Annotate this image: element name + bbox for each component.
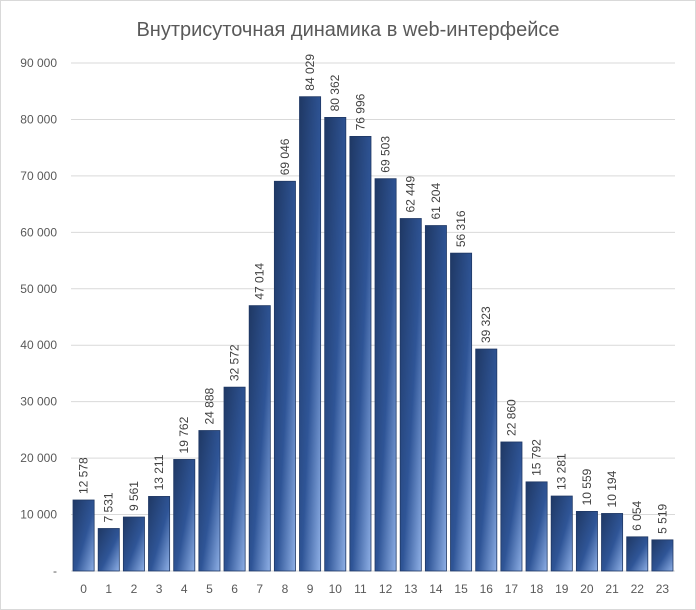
data-label: 10 194 xyxy=(605,470,619,507)
x-tick-label: 8 xyxy=(282,582,289,596)
x-tick-label: 13 xyxy=(404,582,418,596)
y-tick-label: 10 000 xyxy=(20,508,57,522)
bar xyxy=(72,499,95,572)
x-tick-label: 11 xyxy=(354,582,367,596)
data-labels: 12 578 7 531 9 561 13 211 19 762 24 888 32 572… xyxy=(77,54,670,534)
x-tick-label: 22 xyxy=(631,582,645,596)
data-label: 13 211 xyxy=(152,454,166,490)
data-label: 76 996 xyxy=(353,93,367,130)
y-tick-label: 40 000 xyxy=(20,338,57,352)
bar xyxy=(399,218,422,572)
data-label: 19 762 xyxy=(177,416,191,453)
bar xyxy=(324,117,347,572)
gridlines xyxy=(71,62,675,572)
bar xyxy=(299,96,322,572)
x-tick-label: 16 xyxy=(480,582,494,596)
data-label: 10 559 xyxy=(580,468,594,505)
x-tick-label: 0 xyxy=(80,582,87,596)
data-label: 69 046 xyxy=(278,138,292,175)
x-tick-label: 9 xyxy=(307,582,314,596)
x-tick-label: 6 xyxy=(231,582,238,596)
bar xyxy=(374,178,397,572)
x-tick-label: 19 xyxy=(555,582,569,596)
data-label: 5 519 xyxy=(655,503,669,533)
x-tick-label: 5 xyxy=(206,582,213,596)
bar xyxy=(223,386,246,572)
x-tick-label: 20 xyxy=(580,582,594,596)
y-tick-label: - xyxy=(53,564,57,578)
data-label: 69 503 xyxy=(379,136,393,173)
x-tick-label: 18 xyxy=(530,582,544,596)
data-label: 61 204 xyxy=(429,183,443,220)
x-tick-label: 12 xyxy=(379,582,393,596)
data-label: 9 561 xyxy=(127,481,141,511)
bar xyxy=(601,513,624,572)
x-tick-label: 2 xyxy=(131,582,138,596)
y-tick-label: 20 000 xyxy=(20,451,57,465)
y-tick-label: 50 000 xyxy=(20,282,57,296)
bar xyxy=(525,481,548,572)
bar xyxy=(97,528,120,572)
x-axis: 0 1 2 3 4 5 6 7 8 9 10 11 12 13 14 15 16 17 18 19 20 21 22 23 xyxy=(80,582,669,596)
bar xyxy=(122,516,145,572)
data-label: 6 054 xyxy=(630,500,644,530)
data-label: 7 531 xyxy=(102,492,116,522)
x-tick-label: 4 xyxy=(181,582,188,596)
bar xyxy=(626,536,649,572)
data-label: 47 014 xyxy=(253,263,267,300)
bar xyxy=(248,305,271,572)
bar xyxy=(349,135,372,572)
bar xyxy=(500,441,523,572)
y-tick-label: 60 000 xyxy=(20,225,57,239)
bar xyxy=(273,180,296,572)
data-label: 56 316 xyxy=(454,210,468,247)
data-label: 32 572 xyxy=(228,344,242,381)
data-label: 24 888 xyxy=(202,387,216,424)
x-tick-label: 3 xyxy=(156,582,163,596)
y-tick-label: 80 000 xyxy=(20,112,57,126)
x-tick-label: 10 xyxy=(329,582,343,596)
data-label: 84 029 xyxy=(303,54,317,91)
bar xyxy=(424,225,447,572)
y-axis: - 10 000 20 000 30 000 40 000 50 000 60 000 70 … xyxy=(20,56,57,578)
data-label: 12 578 xyxy=(77,457,91,494)
bar xyxy=(651,539,674,572)
bar xyxy=(475,348,498,572)
data-label: 13 281 xyxy=(555,453,569,490)
x-tick-label: 1 xyxy=(105,582,112,596)
x-tick-label: 21 xyxy=(605,582,619,596)
data-label: 80 362 xyxy=(328,74,342,111)
data-label: 62 449 xyxy=(404,175,418,212)
data-label: 15 792 xyxy=(530,439,544,476)
bar xyxy=(148,496,171,572)
x-tick-label: 17 xyxy=(505,582,519,596)
bars xyxy=(72,96,674,572)
y-tick-label: 90 000 xyxy=(20,56,57,70)
data-label: 22 860 xyxy=(504,399,518,436)
y-tick-label: 70 000 xyxy=(20,169,57,183)
x-tick-label: 23 xyxy=(656,582,670,596)
bar xyxy=(550,495,573,572)
chart-title: Внутрисуточная динамика в web-интерфейсе xyxy=(136,19,559,41)
bar xyxy=(173,459,196,572)
bar xyxy=(575,510,598,572)
bar xyxy=(198,430,221,572)
y-tick-label: 30 000 xyxy=(20,395,57,409)
x-tick-label: 15 xyxy=(454,582,468,596)
data-label: 39 323 xyxy=(479,306,493,343)
x-tick-label: 14 xyxy=(429,582,443,596)
x-tick-label: 7 xyxy=(256,582,263,596)
bar xyxy=(450,252,473,572)
